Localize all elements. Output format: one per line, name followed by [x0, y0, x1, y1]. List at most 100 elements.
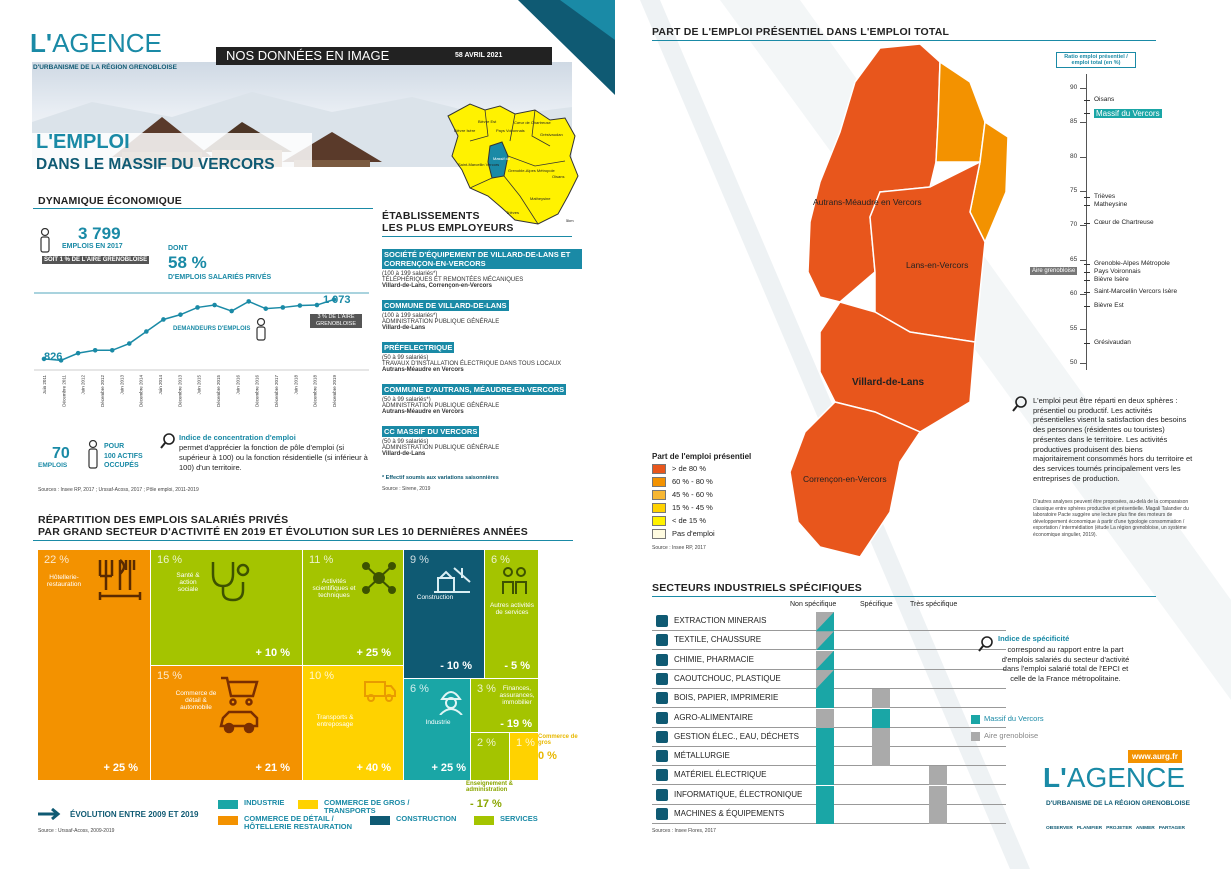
repartition-heading-1: RÉPARTITION DES EMPLOIS SALARIÉS PRIVÉS [38, 514, 289, 526]
col-specifique: Spécifique [860, 601, 893, 608]
concentration-label: 100 ACTIFS OCCUPÉS [104, 453, 143, 469]
evolution-arrow-icon [38, 808, 61, 820]
employer-place: Autrans-Méaudre en Vercors [382, 409, 464, 415]
sector-icon [656, 653, 668, 666]
map-legend-label: > de 80 % [672, 464, 706, 473]
map-legend-label: 45 % - 60 % [672, 490, 713, 499]
ratio-scale-axis [1086, 74, 1087, 370]
ratio-territory: Oisans [1094, 96, 1115, 103]
employer-sector: TÉLÉPHÉRIQUES ET REMONTÉES MÉCANIQUES [382, 277, 524, 283]
seekers-point [246, 299, 252, 304]
sector-label: CHIMIE, PHARMACIE [674, 654, 755, 664]
ratio-territory: Massif du Vercors [1094, 109, 1162, 118]
sector-vercors-cell [872, 708, 890, 728]
col-non-specifique: Non spécifique [790, 601, 837, 608]
treemap-label: Commerce de détail & automobile [175, 690, 217, 711]
treemap-pct: 10 % [309, 670, 335, 682]
col-tres-specifique: Très spécifique [910, 601, 958, 608]
sector-label: GESTION ÉLEC., EAU, DÉCHETS [674, 731, 799, 741]
commune-label-autrans: Autrans-Méaudre en Vercors [813, 197, 922, 207]
jobs-count: 3 799 [78, 224, 121, 243]
sector-vercors-cell [816, 747, 834, 767]
x-tick-label: Décembre 2013 [177, 375, 182, 408]
legend-swatch [218, 816, 238, 825]
ratio-territory: Matheysine [1094, 201, 1128, 208]
sector-icon [656, 730, 668, 743]
sector-icon [656, 615, 668, 627]
ratio-tick [1080, 156, 1086, 158]
treemap-evo: + 25 % [431, 762, 466, 774]
concentration-title: Indice de concentration d'emploi [179, 433, 296, 442]
employer-sector: TRAVAUX D'INSTALLATION ÉLECTRIQUE DANS T… [382, 361, 562, 367]
employer-place: Villard-de-Lans [382, 451, 426, 457]
seekers-point [280, 305, 286, 310]
sector-aire-cell [929, 785, 947, 805]
treemap-pct: 9 % [410, 554, 429, 566]
treemap-evo: + 40 % [356, 762, 391, 774]
employer-item: COMMUNE DE VILLARD-DE-LANS (100 à 199 sal… [382, 295, 582, 331]
employer-name: SOCIÉTÉ D'ÉQUIPEMENT DE VILLARD-DE-LANS … [382, 249, 582, 269]
repartition-heading-2: PAR GRAND SECTEUR D'ACTIVITÉ EN 2019 ET … [38, 526, 528, 538]
legend-vercors-label: Massif du Vercors [984, 714, 1044, 723]
loc-label-gam: Grenoble-Alpes Métropole [508, 168, 555, 173]
x-tick-label: Décembre 2015 [216, 375, 221, 408]
treemap-pct: 1 % [516, 737, 535, 749]
employer-name: CC MASSIF DU VERCORS [382, 426, 480, 437]
etab-heading-2: LES PLUS EMPLOYEURS [382, 222, 514, 234]
seekers-point [297, 303, 303, 308]
divider [33, 208, 373, 209]
map-legend-swatch [652, 503, 666, 513]
seekers-point [314, 302, 320, 308]
sector-label: CAOUTCHOUC, PLASTIQUE [674, 673, 781, 683]
ratio-territory: Pays Voironnais [1094, 268, 1141, 275]
legend-aire-swatch [971, 732, 980, 741]
logo-agence: AGENCE [52, 28, 162, 58]
legend-swatch [218, 800, 238, 809]
website-link[interactable]: www.aurg.fr [1128, 750, 1182, 763]
employer-sector: ADMINISTRATION PUBLIQUE GÉNÉRALE [382, 403, 500, 409]
employer-size: (50 à 99 salariés) [382, 355, 429, 361]
loc-label-bievre-isere: Bièvre Isère [454, 128, 476, 133]
sector-vercors-cell [816, 766, 834, 786]
seekers-end-value: 1 073 [323, 294, 351, 306]
ratio-tick [1080, 363, 1086, 365]
sector-vercors-cell [816, 727, 834, 747]
series-title: NOS DONNÉES EN IMAGE [226, 48, 390, 63]
x-tick-label: Décembre 2016 [255, 375, 260, 408]
map-source: Source : Insee RP, 2017 [652, 545, 706, 551]
ratio-territory: Grenoble-Alpes Métropole [1094, 260, 1170, 267]
ratio-tick [1080, 87, 1086, 89]
treemap-label: Industrie [425, 719, 451, 726]
treemap-evo: + 21 % [255, 762, 290, 774]
sector-label: INFORMATIQUE, ÉLECTRONIQUE [674, 789, 803, 799]
legend-swatch [370, 816, 390, 825]
treemap-evo: + 25 % [356, 647, 391, 659]
treemap-pct: 6 % [410, 683, 429, 695]
divider [652, 40, 1156, 41]
ratio-territory: Trièves [1094, 193, 1116, 200]
employer-size: (100 à 199 salariés*) [382, 271, 438, 277]
seekers-point [161, 317, 166, 322]
worker-icon [88, 440, 98, 469]
treemap-pct: 22 % [44, 554, 70, 566]
map-legend-swatch [652, 516, 666, 526]
ratio-tick-label: 55 [1070, 324, 1078, 332]
private-label: D'EMPLOIS SALARIÉS PRIVÉS [168, 274, 272, 281]
employer-place: Villard-de-Lans [382, 325, 426, 331]
magnifier-icon [978, 636, 993, 652]
worker-helmet-icon [439, 691, 463, 715]
legend-label: CONSTRUCTION [396, 814, 457, 823]
enseignement-label: Enseignement & administration [466, 781, 514, 793]
page-title-2: DANS LE MASSIF DU VERCORS [36, 156, 275, 173]
seekers-point [75, 350, 81, 356]
map-legend-swatch [652, 490, 666, 500]
evolution-label: ÉVOLUTION ENTRE 2009 ET 2019 [70, 810, 199, 819]
seekers-point [229, 308, 234, 314]
agency-logo: L'AGENCE [30, 28, 162, 59]
ratio-tick-label: 70 [1070, 221, 1078, 229]
legend-swatch [474, 816, 494, 825]
ratio-territory: Bièvre Est [1094, 302, 1124, 309]
sector-aire-cell [872, 727, 890, 747]
crane-icon [434, 567, 471, 593]
map-legend-title: Part de l'emploi présentiel [652, 452, 752, 461]
